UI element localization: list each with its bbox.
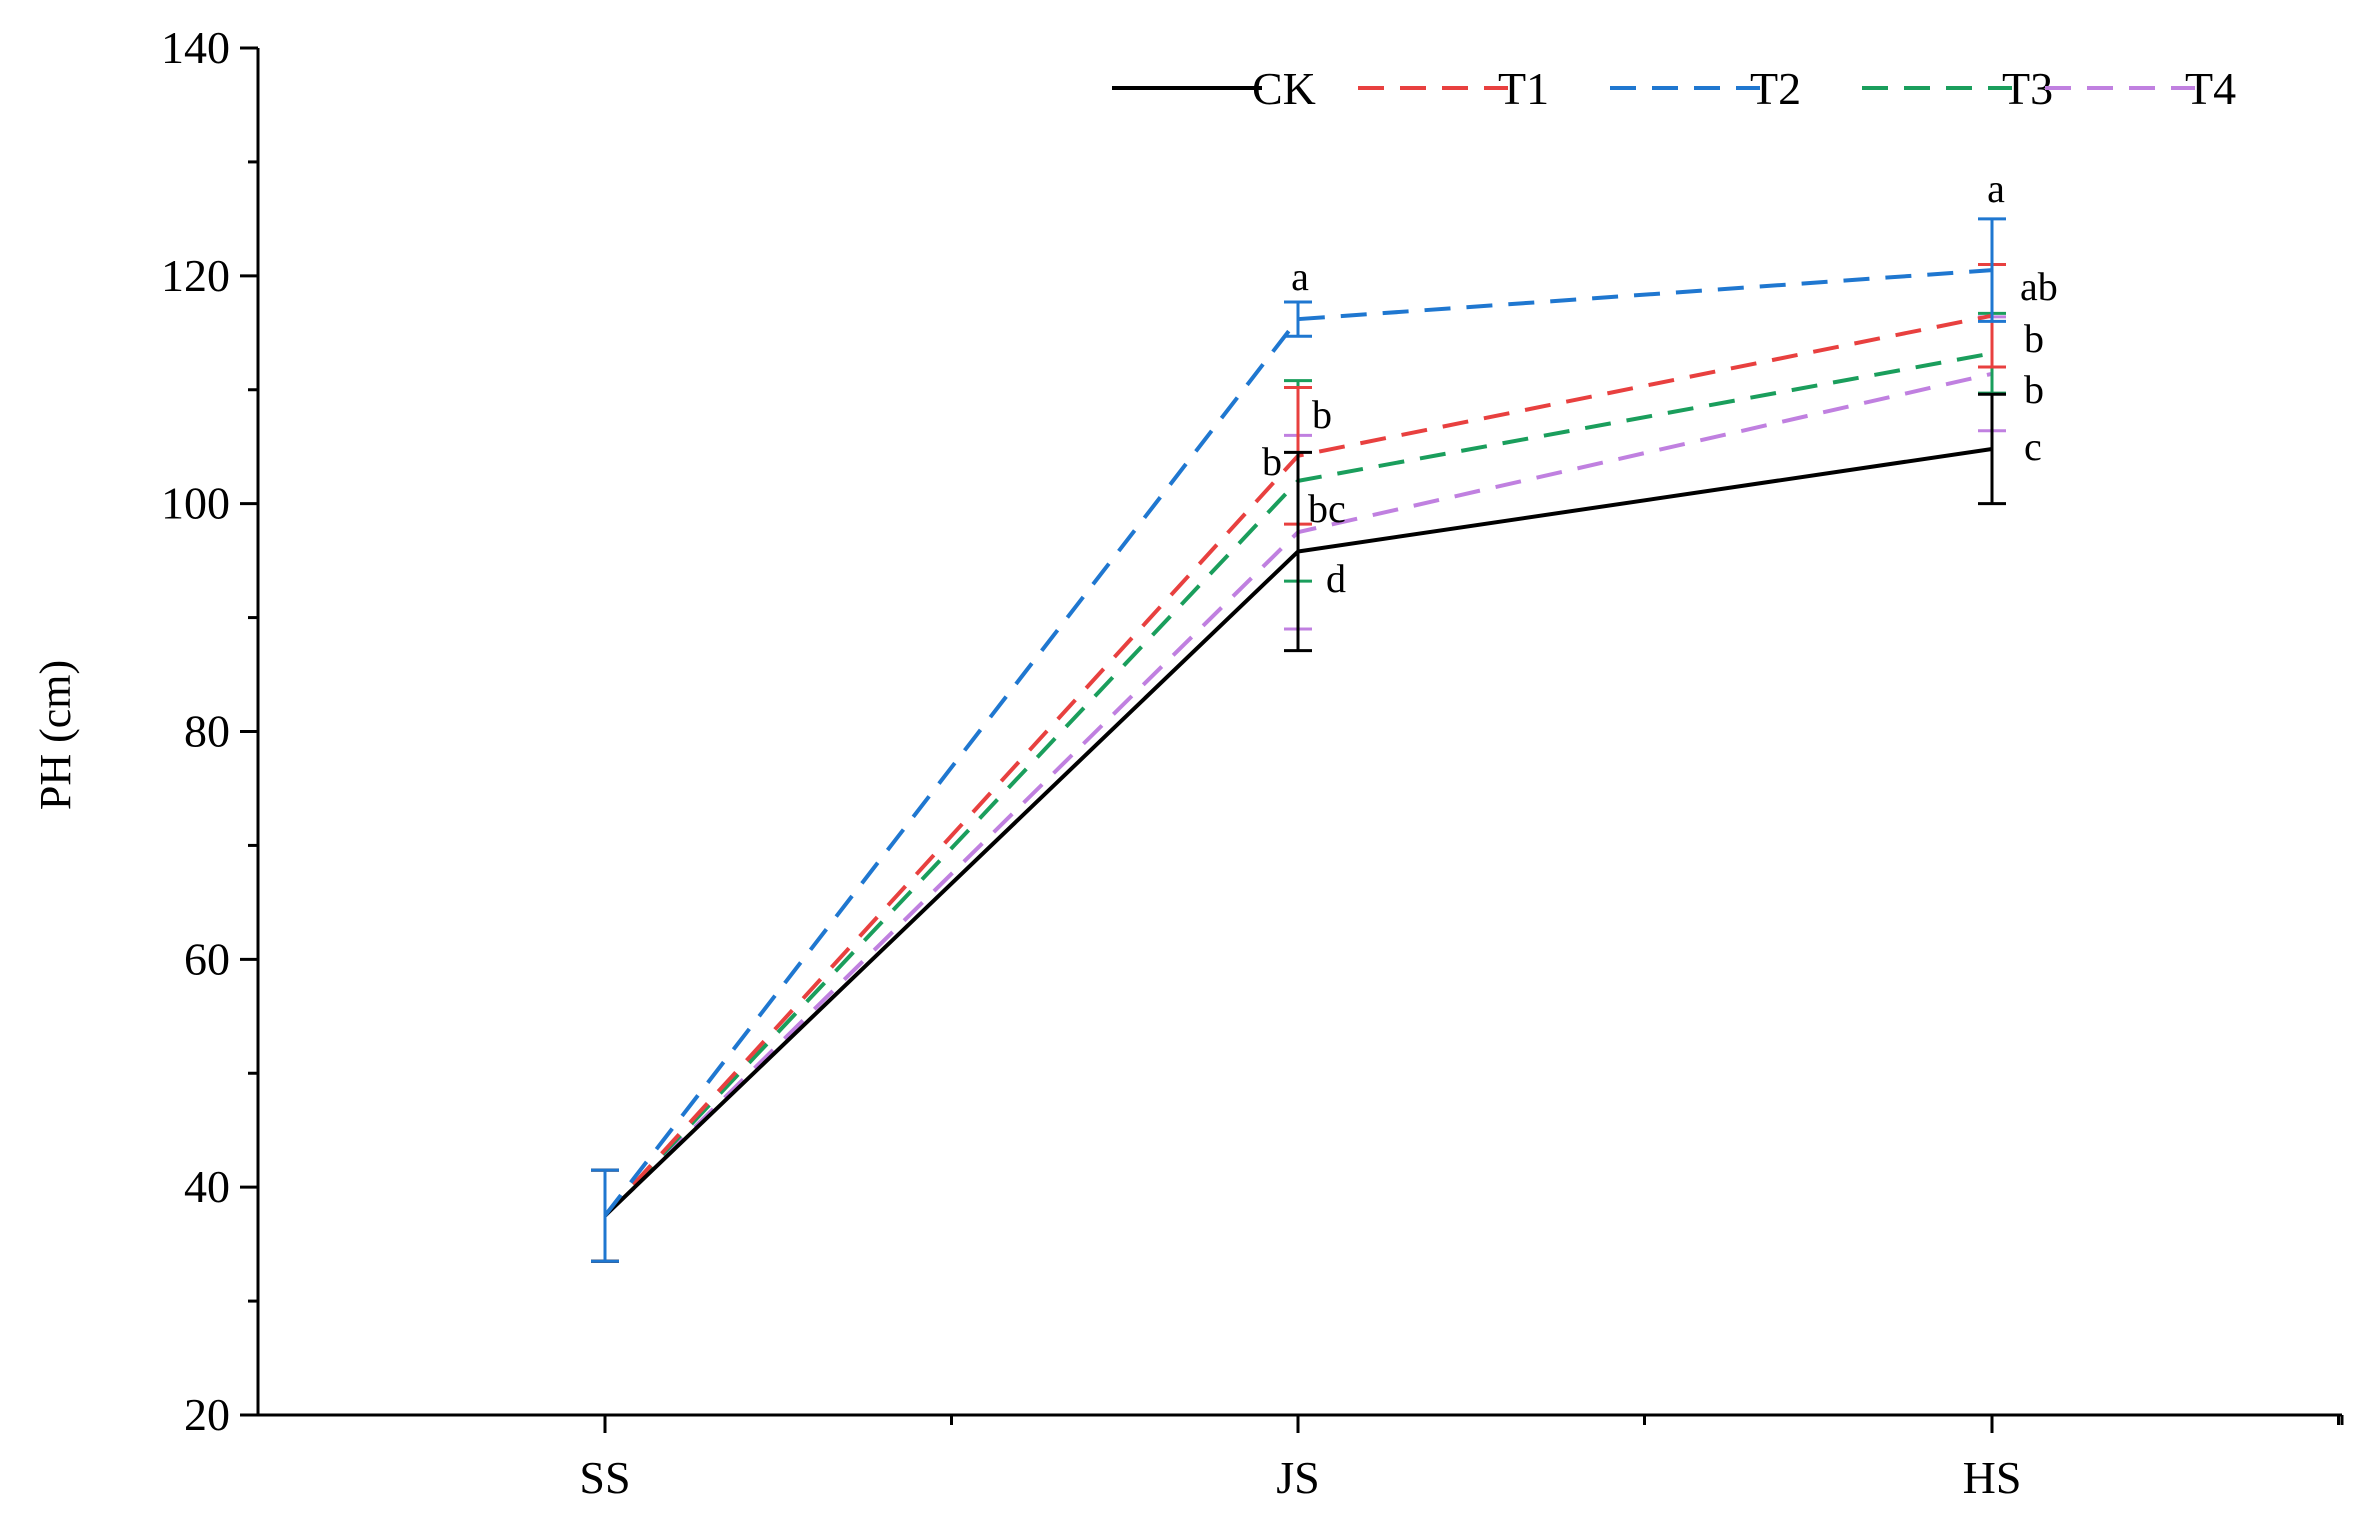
significance-label: b: [2024, 316, 2044, 361]
significance-label: b: [2024, 367, 2044, 412]
significance-label: a: [1291, 254, 1309, 299]
significance-label: ab: [2020, 264, 2058, 309]
axes: 20 40 60 80 100 120 140 SS JS HS: [161, 22, 2344, 1503]
x-tick-label: JS: [1276, 1452, 1319, 1503]
y-tick-label: 20: [184, 1389, 230, 1440]
significance-label: b: [1312, 392, 1332, 437]
y-tick-label: 80: [184, 706, 230, 757]
y-axis-title: PH (cm): [31, 660, 80, 810]
legend-label-t4: T4: [2185, 63, 2236, 114]
significance-label: a: [1987, 166, 2005, 211]
x-tick-label: HS: [1963, 1452, 2022, 1503]
legend-label-t1: T1: [1498, 63, 1549, 114]
significance-label: c: [2024, 424, 2042, 469]
legend-label-t3: T3: [2002, 63, 2053, 114]
y-tick-label: 60: [184, 933, 230, 984]
x-tick-label: SS: [579, 1452, 630, 1503]
legend-label-t2: T2: [1750, 63, 1801, 114]
legend: CK T1 T2 T3 T4: [1112, 63, 2236, 114]
significance-label: b: [1262, 439, 1282, 484]
y-tick-label: 100: [161, 478, 230, 529]
series-line-t2: [603, 268, 1993, 1217]
y-tick-label: 120: [161, 250, 230, 301]
y-tick-label: 140: [161, 22, 230, 73]
significance-label: bc: [1308, 486, 1346, 531]
y-tick-label: 40: [184, 1161, 230, 1212]
significance-label: d: [1326, 556, 1346, 601]
legend-label-ck: CK: [1252, 63, 1316, 114]
